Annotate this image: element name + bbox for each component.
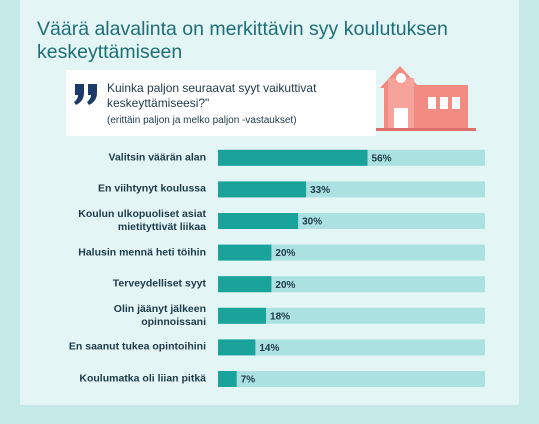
category-label: Halusin mennä heti töihin xyxy=(78,246,206,259)
category-label: Valitsin väärän alan xyxy=(108,151,206,164)
question-box xyxy=(66,70,376,136)
bar xyxy=(218,307,267,324)
school-icon xyxy=(376,66,476,131)
bar xyxy=(218,371,237,387)
value-label: 7% xyxy=(241,375,256,386)
bar xyxy=(218,149,368,166)
note: (erittäin paljon ja melko paljon -vastau… xyxy=(107,115,297,126)
bar-track xyxy=(218,339,485,356)
value-label: 20% xyxy=(275,248,295,259)
category-label: Koulun ulkopuoliset asiat mietityttivät … xyxy=(78,208,206,233)
value-label: 30% xyxy=(302,217,322,228)
value-label: 56% xyxy=(372,153,392,164)
value-label: 18% xyxy=(270,311,290,322)
bar xyxy=(218,276,272,293)
value-label: 14% xyxy=(259,343,279,354)
category-label: Terveydelliset syyt xyxy=(112,277,206,290)
bar xyxy=(218,244,272,261)
bar-track xyxy=(218,244,485,261)
category-label: En saanut tukea opintoihini xyxy=(68,340,206,353)
value-label: 20% xyxy=(275,280,295,291)
value-label: 33% xyxy=(310,185,330,196)
quote-mark xyxy=(74,84,97,105)
category-label: Koulumatka oli liian pitkä xyxy=(79,372,206,385)
category-label: En viihtynyt koulussa xyxy=(98,182,206,195)
category-label: Olin jäänyt jälkeen opinnoissani xyxy=(113,302,206,328)
bar xyxy=(218,213,299,229)
question: Kuinka paljon seuraavat syyt vaikuttivat… xyxy=(107,81,317,110)
bar xyxy=(218,339,256,356)
bar-track xyxy=(218,371,485,387)
panel xyxy=(20,0,519,405)
chart-title: Väärä alavalinta on merkittävin syy koul… xyxy=(37,18,448,63)
bar-track xyxy=(218,307,485,324)
bar-track xyxy=(218,276,485,293)
bar xyxy=(218,181,307,198)
